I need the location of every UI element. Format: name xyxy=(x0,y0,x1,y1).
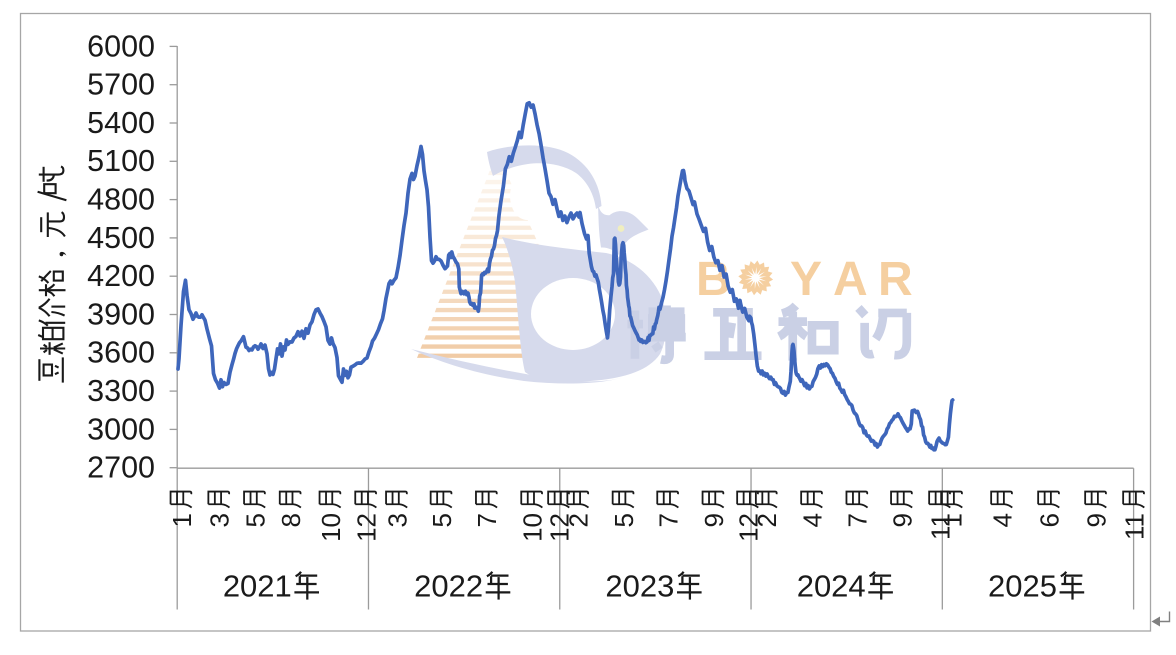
svg-text:2024: 2024 xyxy=(797,569,866,604)
svg-text:5: 5 xyxy=(240,513,270,527)
svg-text:B: B xyxy=(696,253,731,306)
svg-text:6000: 6000 xyxy=(87,29,155,63)
svg-text:12: 12 xyxy=(352,513,382,542)
svg-text:12: 12 xyxy=(544,513,574,542)
svg-text:3: 3 xyxy=(382,513,412,527)
svg-text:4: 4 xyxy=(797,513,827,527)
svg-text:7: 7 xyxy=(472,513,502,527)
svg-text:5100: 5100 xyxy=(87,144,155,178)
svg-text:3300: 3300 xyxy=(87,374,155,408)
svg-text:2023: 2023 xyxy=(605,569,674,604)
svg-text:2022: 2022 xyxy=(414,569,483,604)
svg-text:3000: 3000 xyxy=(87,412,155,446)
svg-text:9: 9 xyxy=(887,513,917,527)
svg-text:5700: 5700 xyxy=(87,68,155,102)
svg-text:4: 4 xyxy=(987,513,1017,527)
svg-text:R: R xyxy=(878,253,913,306)
svg-text:8: 8 xyxy=(276,513,306,527)
svg-text:2: 2 xyxy=(564,513,594,527)
svg-text:2021: 2021 xyxy=(223,569,292,604)
svg-text:3: 3 xyxy=(205,513,235,527)
svg-text:4800: 4800 xyxy=(87,183,155,217)
svg-text:6: 6 xyxy=(1034,513,1064,527)
svg-text:2700: 2700 xyxy=(87,451,155,485)
svg-text:4200: 4200 xyxy=(87,259,155,293)
svg-text:9: 9 xyxy=(699,513,729,527)
svg-text:3600: 3600 xyxy=(87,336,155,370)
svg-text:10: 10 xyxy=(316,513,346,542)
svg-text:9: 9 xyxy=(1081,513,1111,527)
svg-text:10: 10 xyxy=(518,513,548,542)
svg-text:12: 12 xyxy=(733,513,763,542)
svg-text:5: 5 xyxy=(609,513,639,527)
svg-text:A: A xyxy=(833,253,868,306)
svg-text:1: 1 xyxy=(937,513,967,527)
svg-text:Y: Y xyxy=(790,253,822,306)
svg-text:7: 7 xyxy=(654,513,684,527)
svg-text:11: 11 xyxy=(1119,513,1149,540)
svg-text:4500: 4500 xyxy=(87,221,155,255)
svg-text:2025: 2025 xyxy=(988,569,1057,604)
svg-text:2: 2 xyxy=(752,513,782,527)
svg-text:7: 7 xyxy=(843,513,873,527)
svg-text:3900: 3900 xyxy=(87,297,155,331)
svg-text:1: 1 xyxy=(167,513,197,527)
svg-text:11: 11 xyxy=(925,513,955,540)
svg-text:5400: 5400 xyxy=(87,106,155,140)
svg-text:5: 5 xyxy=(427,513,457,527)
